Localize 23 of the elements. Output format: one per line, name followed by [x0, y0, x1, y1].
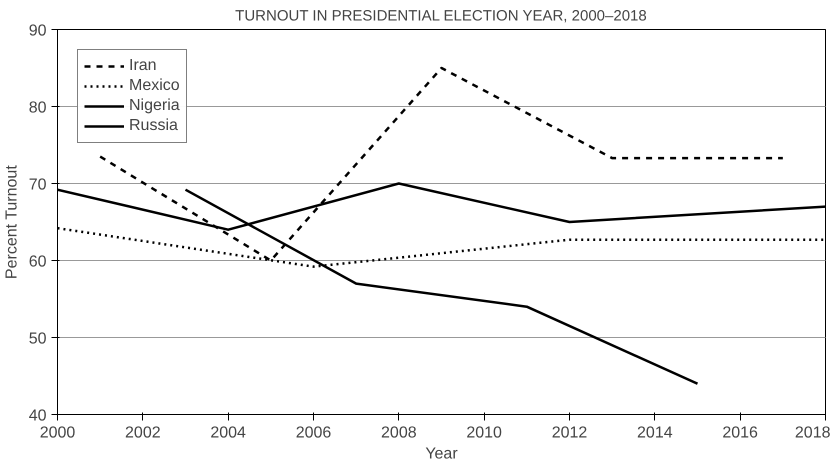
x-tick-label: 2000: [40, 424, 76, 442]
x-tick-label: 2006: [296, 424, 332, 442]
x-axis-title: Year: [425, 446, 458, 462]
legend-label: Nigeria: [129, 97, 180, 115]
y-tick-label: 40: [28, 408, 47, 424]
x-tick-label: 2008: [381, 424, 417, 442]
y-axis-title: Percent Turnout: [4, 164, 21, 280]
x-tick-label: 2004: [210, 424, 246, 442]
y-tick-label: 80: [28, 100, 47, 116]
x-tick-label: 2018: [794, 424, 831, 442]
y-tick-label: 90: [28, 22, 47, 40]
x-tick-label: 2016: [722, 424, 758, 442]
legend-label: Iran: [129, 57, 157, 75]
chart-title: TURNOUT IN PRESIDENTIAL ELECTION YEAR, 2000–2018: [235, 8, 647, 24]
x-tick-label: 2014: [637, 424, 673, 442]
x-tick-label: 2010: [466, 424, 502, 442]
y-tick-label: 50: [28, 330, 47, 348]
y-tick-label: 60: [28, 254, 47, 270]
legend-label: Mexico: [129, 77, 180, 95]
legend-label: Russia: [129, 117, 178, 135]
x-tick-label: 2002: [125, 424, 161, 442]
x-tick-label: 2012: [552, 424, 588, 442]
y-tick-label: 70: [28, 176, 47, 194]
